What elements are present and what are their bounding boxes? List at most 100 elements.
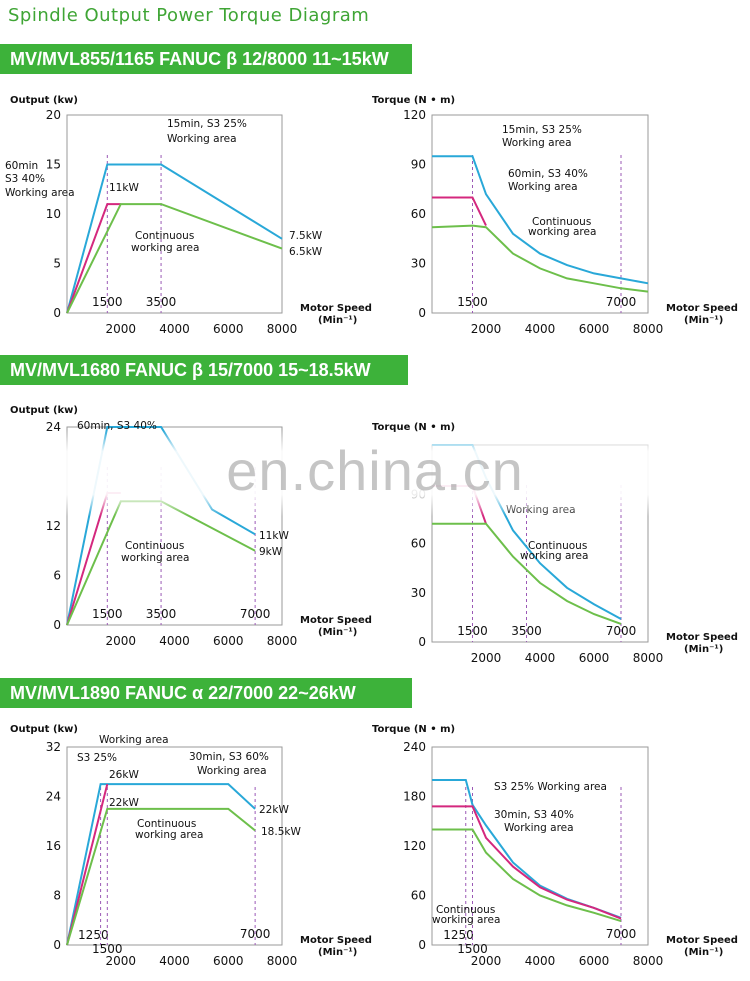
y-axis-label: Torque (N • m) [372, 724, 455, 735]
y-tick-label: 30 [411, 257, 426, 271]
y-tick-label: 0 [53, 306, 61, 320]
y-axis-label: Torque (N • m) [372, 422, 455, 433]
annotation-label: 9kW [259, 546, 283, 558]
plot-frame [66, 114, 283, 314]
x-axis-label: Motor Speed [300, 303, 372, 314]
annotation-label: Working area [5, 187, 75, 199]
x-tick-label: 2000 [105, 954, 136, 968]
speed-marker-label: 1250 [443, 928, 474, 942]
x-tick-label: 4000 [525, 322, 556, 336]
y-tick-label: 180 [403, 790, 426, 804]
x-tick-label: 8000 [633, 651, 664, 665]
y-axis-label: Output (kw) [10, 724, 78, 735]
y-tick-label: 60 [411, 537, 426, 551]
speed-marker-label: 1500 [457, 624, 488, 638]
x-tick-label: 4000 [159, 322, 190, 336]
x-axis-label: Motor Speed [666, 303, 738, 314]
watermark-band [0, 430, 750, 516]
speed-marker-label: 7000 [606, 295, 637, 309]
annotation-label: Continuous [137, 818, 196, 830]
y-tick-label: 60 [411, 207, 426, 221]
section-banner-3: MV/MVL1890 FANUC α 22/7000 22~26kW [0, 678, 412, 708]
series-line-1 [432, 779, 622, 919]
annotation-label: working area [528, 226, 596, 238]
annotation-label: 30min, S3 40% [494, 809, 574, 821]
x-axis-label: Motor Speed [300, 615, 372, 626]
series-line-3 [66, 203, 283, 314]
y-tick-label: 90 [411, 158, 426, 172]
annotation-label: working area [121, 552, 189, 564]
x-tick-label: 4000 [525, 651, 556, 665]
speed-marker-label: 1500 [457, 295, 488, 309]
annotation-label: S3 25% [77, 752, 117, 764]
annotation-label: 22kW [109, 797, 139, 809]
x-axis-label: Motor Speed [666, 935, 738, 946]
annotation-label: 60min, S3 40% [508, 168, 588, 180]
x-axis-unit: (Min⁻¹) [684, 947, 723, 958]
annotation-label: S3 40% [5, 173, 45, 185]
x-axis-unit: (Min⁻¹) [684, 315, 723, 326]
x-tick-label: 8000 [633, 954, 664, 968]
section-banner-1: MV/MVL855/1165 FANUC β 12/8000 11~15kW [0, 44, 412, 74]
series-line-3 [66, 807, 256, 946]
speed-marker-label: 3500 [146, 607, 177, 621]
x-tick-label: 2000 [471, 954, 502, 968]
speed-marker-label: 7000 [606, 624, 637, 638]
annotation-label: working area [520, 550, 588, 562]
annotation-label: 6.5kW [289, 246, 323, 258]
annotation-label: 26kW [109, 769, 139, 781]
annotation-label: Continuous [532, 216, 591, 228]
x-axis-unit: (Min⁻¹) [318, 947, 357, 958]
series-line-3 [432, 828, 622, 923]
x-tick-label: 6000 [579, 322, 610, 336]
x-tick-label: 6000 [213, 634, 244, 648]
annotation-label: Working area [502, 137, 572, 149]
speed-marker-label: 1500 [457, 942, 488, 956]
speed-marker-label: 1500 [92, 942, 123, 956]
x-tick-label: 2000 [105, 322, 136, 336]
y-tick-label: 60 [411, 889, 426, 903]
series-line-2 [66, 783, 109, 946]
annotation-label: Continuous [436, 904, 495, 916]
x-tick-label: 8000 [267, 954, 298, 968]
watermark-text: en.china.cn [226, 439, 524, 502]
annotation-label: 11kW [109, 182, 139, 194]
annotation-label: Working area [504, 822, 574, 834]
y-tick-label: 12 [46, 519, 61, 533]
y-tick-label: 0 [53, 618, 61, 632]
annotation-label: working area [432, 914, 500, 926]
y-tick-label: 0 [418, 938, 426, 952]
page-title: Spindle Output Power Torque Diagram [8, 5, 370, 26]
annotation-label: Working area [99, 734, 169, 746]
x-axis-label: Motor Speed [300, 935, 372, 946]
annotation-label: 11kW [259, 530, 289, 542]
annotation-label: 18.5kW [261, 826, 301, 838]
x-tick-label: 8000 [267, 322, 298, 336]
annotation-label: 7.5kW [289, 230, 323, 242]
x-tick-label: 6000 [213, 954, 244, 968]
x-axis-unit: (Min⁻¹) [318, 627, 357, 638]
y-axis-label: Torque (N • m) [372, 95, 455, 106]
x-axis-unit: (Min⁻¹) [684, 644, 723, 655]
annotation-label: 22kW [259, 804, 289, 816]
speed-marker-label: 1250 [78, 928, 109, 942]
x-axis-unit: (Min⁻¹) [318, 315, 357, 326]
series-line-2 [432, 805, 622, 920]
y-tick-label: 15 [46, 158, 61, 172]
annotation-label: Working area [167, 133, 237, 145]
annotation-label: working area [135, 829, 203, 841]
annotation-label: Working area [197, 765, 267, 777]
series-line-3 [431, 224, 649, 293]
y-tick-label: 30 [411, 586, 426, 600]
annotation-label: 30min, S3 60% [189, 751, 269, 763]
annotation-label: Continuous [135, 230, 194, 242]
y-tick-label: 0 [418, 306, 426, 320]
section-banner-2: MV/MVL1680 FANUC β 15/7000 15~18.5kW [0, 355, 408, 385]
x-tick-label: 2000 [471, 322, 502, 336]
annotation-label: Continuous [125, 540, 184, 552]
y-tick-label: 0 [418, 635, 426, 649]
plot-frame [66, 426, 283, 626]
